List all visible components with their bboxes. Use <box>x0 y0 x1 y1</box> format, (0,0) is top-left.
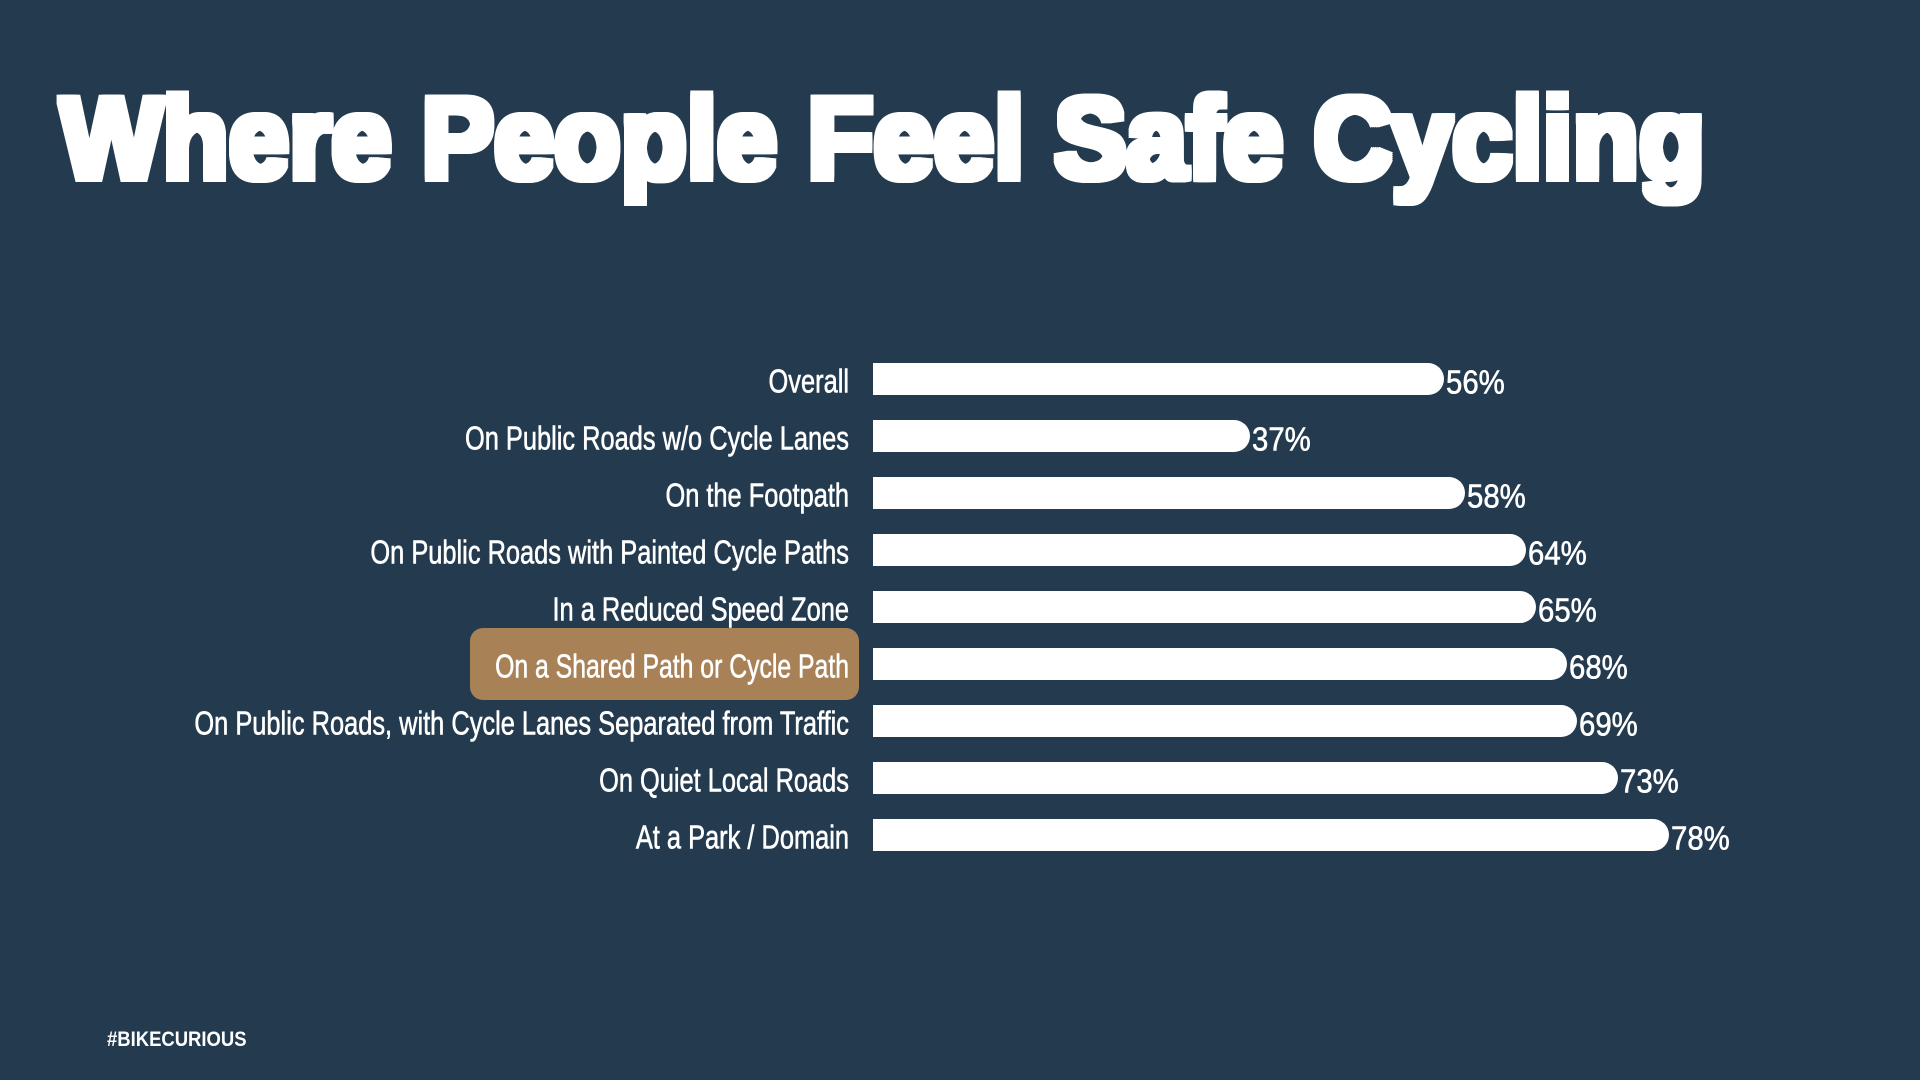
svg-text:On Public Roads w/o Cycle Lane: On Public Roads w/o Cycle Lanes <box>465 420 849 457</box>
svg-text:78%: 78% <box>1671 820 1730 857</box>
svg-text:Where People Feel Safe Cycling: Where People Feel Safe Cycling <box>56 72 1701 201</box>
svg-text:Where People Feel Safe Cycling: Where People Feel Safe Cycling <box>62 72 1707 201</box>
svg-text:Where People Feel Safe Cycling: Where People Feel Safe Cycling <box>64 70 1709 199</box>
svg-text:Where People Feel Safe Cycling: Where People Feel Safe Cycling <box>58 74 1703 203</box>
svg-text:In a Reduced Speed Zone: In a Reduced Speed Zone <box>552 591 849 628</box>
svg-text:Where People Feel Safe Cycling: Where People Feel Safe Cycling <box>60 70 1705 199</box>
svg-text:On Quiet Local Roads: On Quiet Local Roads <box>599 762 849 799</box>
svg-text:At a Park / Domain: At a Park / Domain <box>636 819 849 856</box>
svg-text:Where People Feel Safe Cycling: Where People Feel Safe Cycling <box>60 72 1705 201</box>
svg-text:37%: 37% <box>1252 421 1311 458</box>
svg-text:Where People Feel Safe Cycling: Where People Feel Safe Cycling <box>60 76 1705 205</box>
svg-text:Where People Feel Safe Cycling: Where People Feel Safe Cycling <box>56 78 1701 207</box>
svg-text:68%: 68% <box>1569 649 1628 686</box>
svg-text:69%: 69% <box>1579 706 1638 743</box>
svg-text:Overall: Overall <box>769 363 849 400</box>
svg-text:#BIKECURIOUS: #BIKECURIOUS <box>107 1028 247 1051</box>
svg-text:Where People Feel Safe Cycling: Where People Feel Safe Cycling <box>62 78 1707 207</box>
svg-text:On Public Roads, with Cycle La: On Public Roads, with Cycle Lanes Separa… <box>194 705 849 742</box>
svg-text:Where People Feel Safe Cycling: Where People Feel Safe Cycling <box>64 74 1709 203</box>
svg-text:Where People Feel Safe Cycling: Where People Feel Safe Cycling <box>64 78 1709 207</box>
svg-text:Where People Feel Safe Cycling: Where People Feel Safe Cycling <box>58 72 1703 201</box>
svg-text:64%: 64% <box>1528 535 1587 572</box>
svg-text:Where People Feel Safe Cycling: Where People Feel Safe Cycling <box>62 70 1707 199</box>
svg-text:Where People Feel Safe Cycling: Where People Feel Safe Cycling <box>60 78 1705 207</box>
svg-text:Where People Feel Safe Cycling: Where People Feel Safe Cycling <box>64 72 1709 201</box>
svg-text:Where People Feel Safe Cycling: Where People Feel Safe Cycling <box>60 74 1705 203</box>
svg-text:73%: 73% <box>1620 763 1679 800</box>
svg-text:56%: 56% <box>1446 364 1505 401</box>
svg-text:On Public Roads with Painted C: On Public Roads with Painted Cycle Paths <box>370 534 849 571</box>
svg-text:Where People Feel Safe Cycling: Where People Feel Safe Cycling <box>62 76 1707 205</box>
svg-text:Where People Feel Safe Cycling: Where People Feel Safe Cycling <box>58 78 1703 207</box>
svg-text:Where People Feel Safe Cycling: Where People Feel Safe Cycling <box>58 70 1703 199</box>
svg-text:Where People Feel Safe Cycling: Where People Feel Safe Cycling <box>64 76 1709 205</box>
svg-text:Where People Feel Safe Cycling: Where People Feel Safe Cycling <box>56 76 1701 205</box>
svg-text:65%: 65% <box>1538 592 1597 629</box>
svg-text:Where People Feel Safe Cycling: Where People Feel Safe Cycling <box>56 74 1701 203</box>
svg-text:Where People Feel Safe Cycling: Where People Feel Safe Cycling <box>62 74 1707 203</box>
svg-text:On the Footpath: On the Footpath <box>665 477 849 514</box>
svg-text:On a Shared Path or Cycle Path: On a Shared Path or Cycle Path <box>495 649 849 685</box>
svg-text:58%: 58% <box>1467 478 1526 515</box>
svg-text:Where People Feel Safe Cycling: Where People Feel Safe Cycling <box>56 70 1701 199</box>
svg-text:Where People Feel Safe Cycling: Where People Feel Safe Cycling <box>58 76 1703 205</box>
